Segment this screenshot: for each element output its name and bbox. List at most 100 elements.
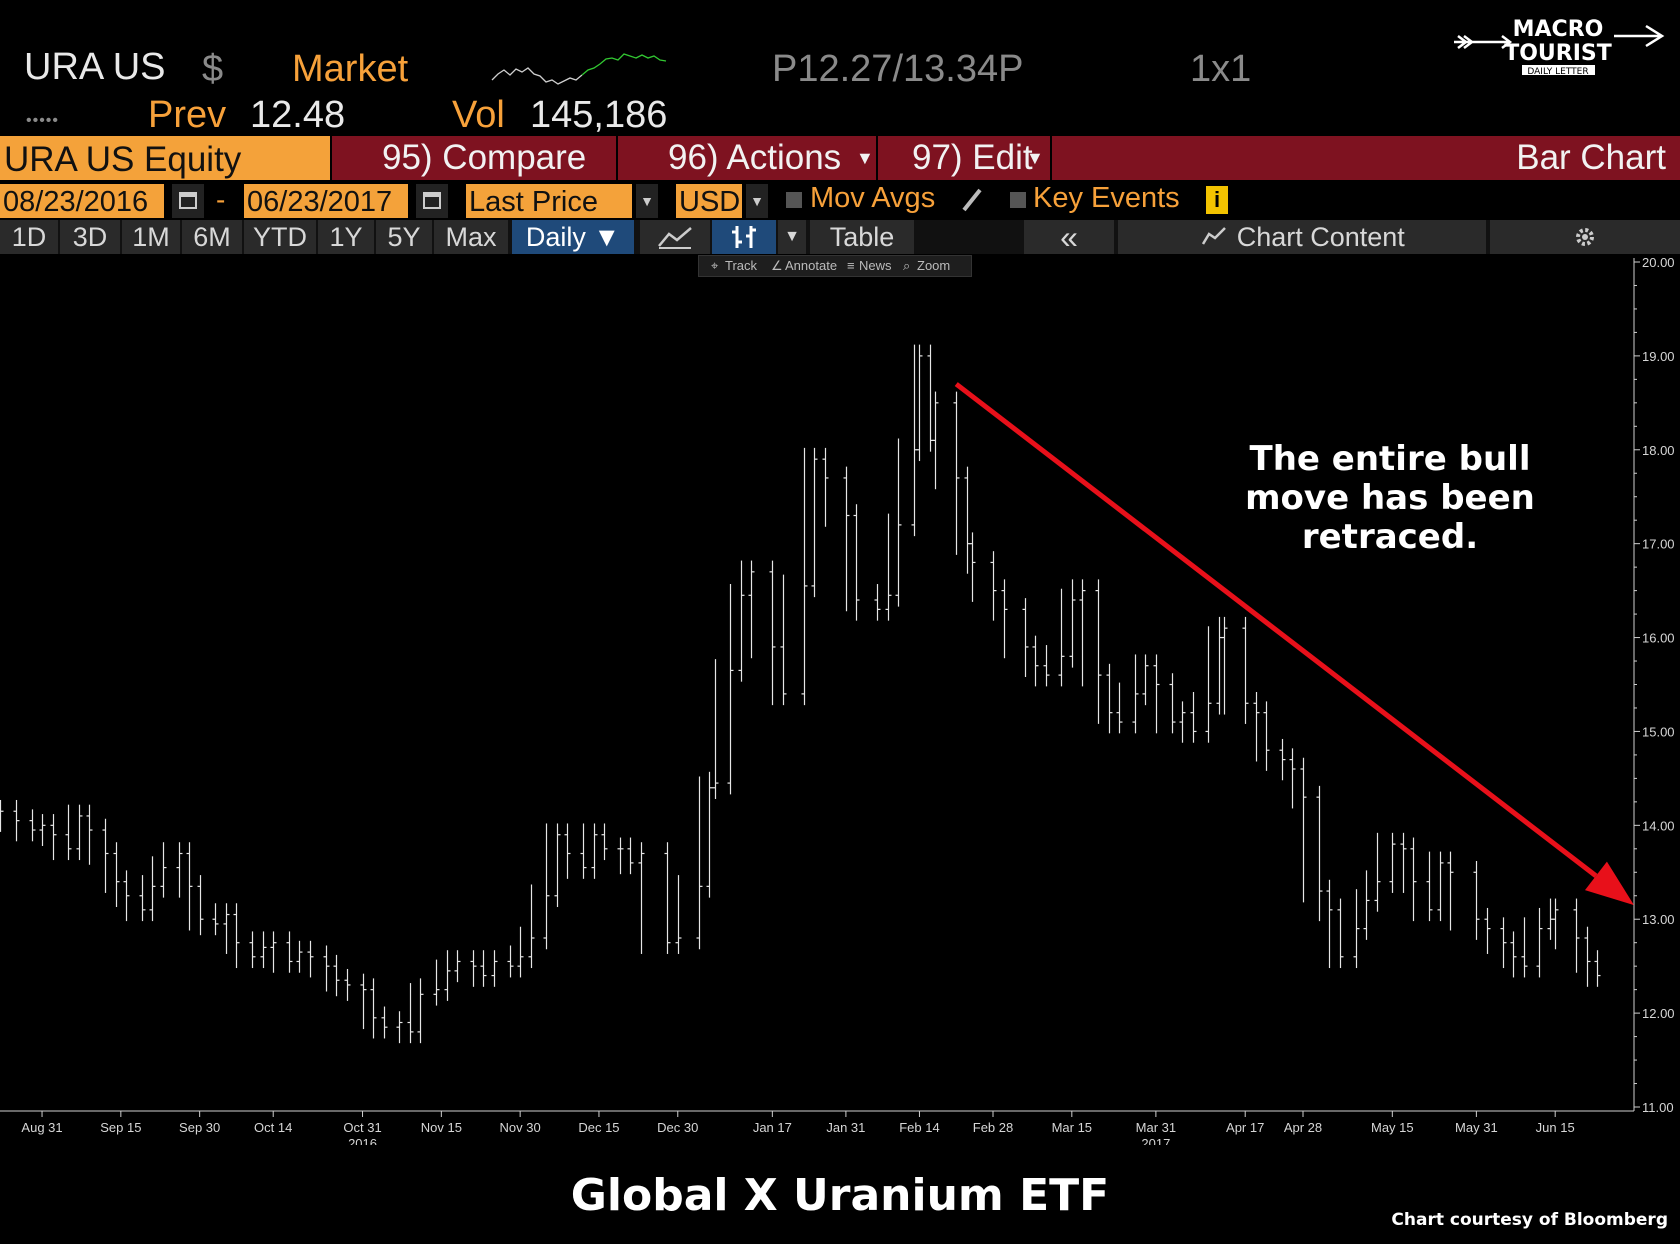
price-bar: [1153, 654, 1160, 734]
news-button[interactable]: News: [859, 258, 892, 273]
toolbar-spacer: [918, 220, 1022, 254]
track-button[interactable]: Track: [725, 258, 758, 273]
price-bar: [417, 978, 424, 1044]
price-bar: [927, 344, 934, 452]
range-button-1m[interactable]: 1M: [122, 220, 180, 254]
currency-select[interactable]: USD: [676, 184, 742, 218]
y-tick-label: 11.00: [1642, 1100, 1674, 1115]
table-button[interactable]: Table: [810, 220, 914, 254]
annotate-icon[interactable]: ∠: [771, 258, 783, 273]
crosshair-icon[interactable]: ⌖: [711, 258, 719, 273]
bar-chart-icon[interactable]: [712, 220, 776, 254]
chart-interaction-toolbar: ⌖ Track ∠ Annotate ≡ News ⌕ Zoom: [698, 255, 972, 277]
range-button-6m[interactable]: 6M: [182, 220, 242, 254]
x-tick-label: Jan 31: [826, 1120, 865, 1135]
bid-ask: P12.27/13.34P: [772, 48, 1024, 90]
price-bar: [1594, 950, 1601, 987]
range-button-1y[interactable]: 1Y: [318, 220, 374, 254]
price-bar: [86, 804, 93, 865]
price-bar: [50, 814, 57, 861]
period-select[interactable]: Daily ▼: [512, 220, 634, 254]
year-label: 2016: [348, 1136, 377, 1145]
y-tick-label: 12.00: [1642, 1006, 1675, 1021]
news-icon[interactable]: ≡: [847, 258, 855, 273]
mov-avgs-label[interactable]: Mov Avgs: [810, 182, 936, 214]
actions-dropdown-icon[interactable]: ▼: [856, 148, 874, 168]
chart-type-label[interactable]: Bar Chart: [1516, 138, 1666, 177]
chart-content-button[interactable]: Chart Content: [1118, 220, 1486, 254]
price-bar: [0, 799, 4, 832]
price-bar: [1179, 701, 1186, 743]
chart-caption-title: Global X Uranium ETF: [570, 1170, 1110, 1221]
chart-content-label: Chart Content: [1236, 222, 1405, 252]
compare-button[interactable]: 95) Compare: [382, 138, 587, 177]
chevron-down-icon[interactable]: ▼: [636, 184, 658, 218]
price-bar: [591, 823, 598, 879]
info-icon[interactable]: i: [1206, 186, 1228, 214]
collapse-icon[interactable]: «: [1024, 220, 1114, 254]
gear-icon[interactable]: [1490, 220, 1680, 254]
actions-button[interactable]: 96) Actions: [668, 138, 842, 177]
price-bar: [911, 344, 918, 537]
start-date-field[interactable]: 08/23/2016: [0, 184, 164, 218]
prev-label: Prev: [148, 94, 227, 136]
pencil-icon[interactable]: [960, 186, 986, 219]
annotation-line: The entire bull: [1249, 439, 1531, 479]
price-bar: [149, 856, 156, 922]
price-bar: [139, 875, 146, 922]
trend-arrow-head: [1584, 861, 1634, 906]
range-button-ytd[interactable]: YTD: [244, 220, 316, 254]
annotation-line: move has been: [1245, 478, 1535, 518]
price-chart[interactable]: 11.00 12.00 13.00 14.00 15.00 16.00 17.00 18.00…: [0, 255, 1680, 1145]
annotate-button[interactable]: Annotate: [785, 258, 838, 273]
line-chart-icon[interactable]: [640, 220, 710, 254]
price-bar: [822, 447, 829, 527]
price-bar: [233, 903, 240, 969]
price-bar: [1447, 851, 1454, 931]
range-button-3d[interactable]: 3D: [60, 220, 120, 254]
price-bar: [260, 931, 267, 969]
price-bar: [1142, 654, 1149, 706]
price-bar: [1326, 879, 1333, 969]
zoom-button[interactable]: Zoom: [917, 258, 951, 273]
price-bar: [197, 875, 204, 936]
price-bar: [1116, 682, 1123, 734]
price-bar: [769, 560, 776, 706]
price-bar: [916, 344, 923, 462]
range-button-max[interactable]: Max: [434, 220, 508, 254]
mov-avgs-checkbox[interactable]: [786, 192, 802, 208]
date-range-dash: -: [216, 184, 226, 215]
security-field[interactable]: URA US Equity: [0, 136, 330, 180]
price-bar: [990, 551, 997, 621]
range-button-1d[interactable]: 1D: [0, 220, 58, 254]
calendar-icon[interactable]: [172, 184, 204, 218]
key-events-label[interactable]: Key Events: [1033, 182, 1180, 214]
price-bar: [1190, 692, 1197, 743]
more-dots[interactable]: •••••: [26, 112, 60, 129]
chevron-down-icon[interactable]: ▼: [746, 184, 768, 218]
chevron-down-icon[interactable]: ▼: [778, 220, 806, 254]
price-bar: [748, 560, 755, 659]
edit-button[interactable]: 97) Edit: [912, 138, 1033, 177]
price-bar: [123, 870, 130, 922]
x-tick-label: Jan 17: [753, 1120, 792, 1135]
x-tick-label: Nov 15: [421, 1120, 462, 1135]
x-tick-label: Jun 15: [1536, 1120, 1575, 1135]
x-tick-label: Apr 17: [1226, 1120, 1264, 1135]
period-label: Daily: [525, 222, 586, 252]
calendar-icon[interactable]: [416, 184, 448, 218]
price-field-select[interactable]: Last Price: [466, 184, 632, 218]
price-bar: [186, 842, 193, 931]
edit-dropdown-icon[interactable]: ▼: [1026, 148, 1044, 168]
key-events-checkbox[interactable]: [1010, 192, 1026, 208]
price-bar: [638, 842, 645, 954]
year-label: 2017: [1141, 1136, 1170, 1145]
price-bar: [1337, 898, 1344, 969]
x-tick-label: Feb 14: [899, 1120, 939, 1135]
end-date-field[interactable]: 06/23/2017: [244, 184, 408, 218]
x-tick-label: Feb 28: [973, 1120, 1013, 1135]
range-button-5y[interactable]: 5Y: [376, 220, 432, 254]
price-bar: [1263, 701, 1270, 771]
search-icon[interactable]: ⌕: [903, 258, 911, 273]
price-bar: [1169, 673, 1176, 734]
